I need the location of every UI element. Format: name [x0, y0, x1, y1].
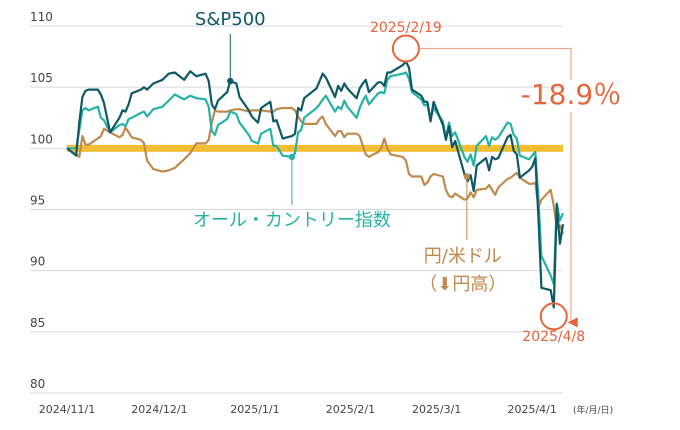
- x-tick-label: 2024/12/1: [131, 403, 187, 416]
- bracket-bottom: [570, 112, 572, 323]
- x-axis: 2024/11/1 2024/12/1 2025/1/1 2025/2/1 2025/3…: [39, 403, 613, 416]
- series-line: [66, 106, 565, 235]
- bracket-top: [418, 47, 572, 80]
- y-tick-label: 80: [30, 377, 45, 391]
- y-tick-label: 95: [30, 194, 45, 208]
- y-tick-label: 90: [30, 255, 45, 269]
- baseline-band: [67, 144, 563, 152]
- leader-dot: [227, 77, 234, 85]
- x-tick-label: 2025/1/1: [230, 403, 279, 416]
- x-tick-label: 2025/2/1: [326, 403, 375, 416]
- series-label: S&P500: [195, 9, 266, 30]
- y-tick-label: 110: [30, 10, 53, 24]
- y-tick-label: 100: [30, 132, 53, 146]
- peak-marker: [391, 34, 420, 63]
- bracket-arrowhead: [567, 317, 578, 328]
- y-axis: 80 85 90 95 100 105 110: [30, 10, 563, 394]
- y-tick-label: 105: [30, 71, 53, 85]
- series-label-note: （⬇円高）: [419, 274, 506, 295]
- series-label: オール・カントリー指数: [193, 210, 391, 231]
- x-unit-label: (年/月/日): [573, 404, 613, 416]
- leader-dot: [463, 173, 471, 180]
- x-tick-label: 2024/11/1: [39, 403, 95, 416]
- x-tick-label: 2025/3/1: [412, 403, 461, 416]
- series-lines: [66, 60, 565, 309]
- trough-date-label: 2025/4/8: [522, 329, 585, 345]
- x-tick-label: 2025/4/1: [507, 403, 556, 416]
- annotations: 2025/2/19 2025/4/8 -18.9％: [370, 20, 621, 345]
- y-tick-label: 85: [30, 316, 45, 330]
- trough-marker: [539, 302, 568, 331]
- change-label: -18.9％: [521, 78, 621, 111]
- series-line: [67, 71, 565, 286]
- leader-dot: [288, 153, 296, 161]
- series-label: 円/米ドル: [424, 246, 502, 267]
- series-line: [66, 60, 565, 309]
- peak-date-label: 2025/2/19: [370, 20, 442, 36]
